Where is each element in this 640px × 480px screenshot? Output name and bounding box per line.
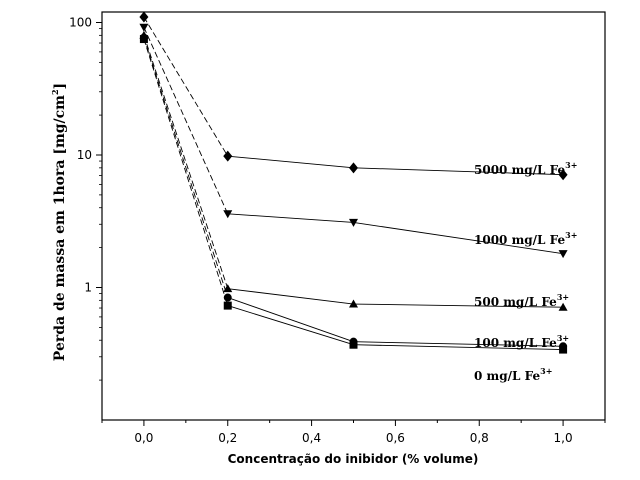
series-line-segment [353, 303, 564, 308]
series-line-segment [227, 213, 354, 223]
y-axis-label: Perda de massa em 1hora [mg/cm2] [50, 83, 68, 361]
series-label: 100 mg/L Fe3+ [474, 333, 569, 350]
series-line-segment [353, 341, 564, 347]
x-tick-label: 0,6 [386, 431, 405, 445]
series-line-segment [227, 288, 354, 305]
y-tick-label: 10 [77, 148, 92, 162]
y-tick-label: 100 [69, 15, 92, 29]
series-line-segment [227, 305, 354, 346]
series-label: 500 mg/L Fe3+ [474, 292, 569, 309]
series-label: 5000 mg/L Fe3+ [474, 160, 577, 177]
data-point-diamond [223, 150, 233, 162]
plot-area: 0,0 0,2 0,4 0,6 0,8 1,0 1 10 100 5000 mg/L Fe3+ 10… [69, 11, 606, 445]
data-point-triangle-up [558, 302, 568, 311]
data-point-triangle-down [558, 250, 568, 259]
series-label: 0 mg/L Fe3+ [474, 366, 552, 383]
x-tick-label: 0,2 [218, 431, 237, 445]
series-line-segment [353, 167, 564, 176]
series-label: 1000 mg/L Fe3+ [474, 230, 577, 247]
data-point-square [559, 345, 568, 354]
series-line-segment [353, 344, 564, 351]
series-line-segment [143, 37, 229, 298]
series-line-segment [143, 16, 229, 157]
series-line-segment [143, 35, 229, 289]
data-point-diamond [349, 162, 358, 174]
y-tick-label: 1 [84, 280, 92, 294]
series-line-segment [143, 27, 229, 214]
data-point-triangle-up [349, 299, 358, 308]
x-tick-label: 1,0 [554, 431, 573, 445]
x-tick-label: 0,4 [302, 431, 321, 445]
data-point-square [223, 301, 232, 310]
series-line-segment [227, 297, 354, 343]
data-point-square [349, 340, 358, 349]
x-tick-label: 0,0 [134, 431, 153, 445]
series-line-segment [227, 155, 354, 169]
x-tick-label: 0,8 [470, 431, 489, 445]
data-point-square [139, 35, 148, 44]
series-line-segment [143, 38, 229, 306]
data-point-diamond [558, 169, 568, 181]
data-point-triangle-down [223, 210, 233, 219]
data-point-triangle-down [349, 218, 358, 227]
x-axis-label: Concentração do inibidor (% volume) [228, 452, 479, 466]
data-point-triangle-down [139, 23, 149, 32]
series-line-segment [353, 221, 564, 255]
data-point-diamond [139, 11, 149, 23]
